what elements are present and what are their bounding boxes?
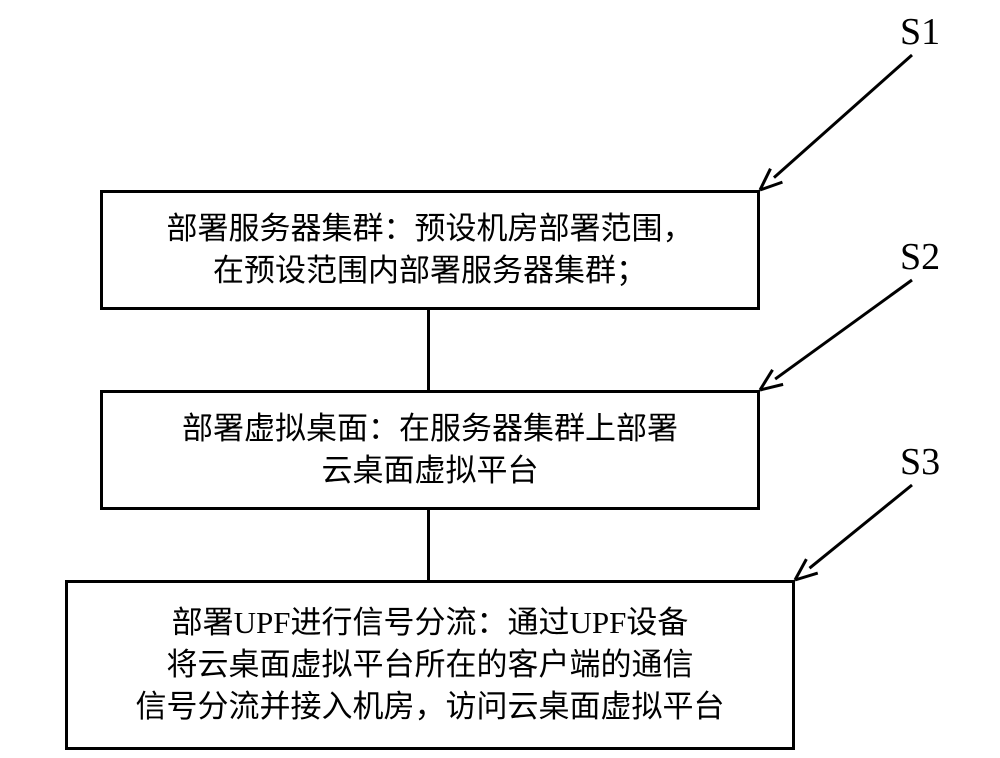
flowchart-canvas: 部署服务器集群：预设机房部署范围， 在预设范围内部署服务器集群；部署虚拟桌面：在… (0, 0, 1000, 758)
arrow-s3 (0, 0, 1000, 758)
